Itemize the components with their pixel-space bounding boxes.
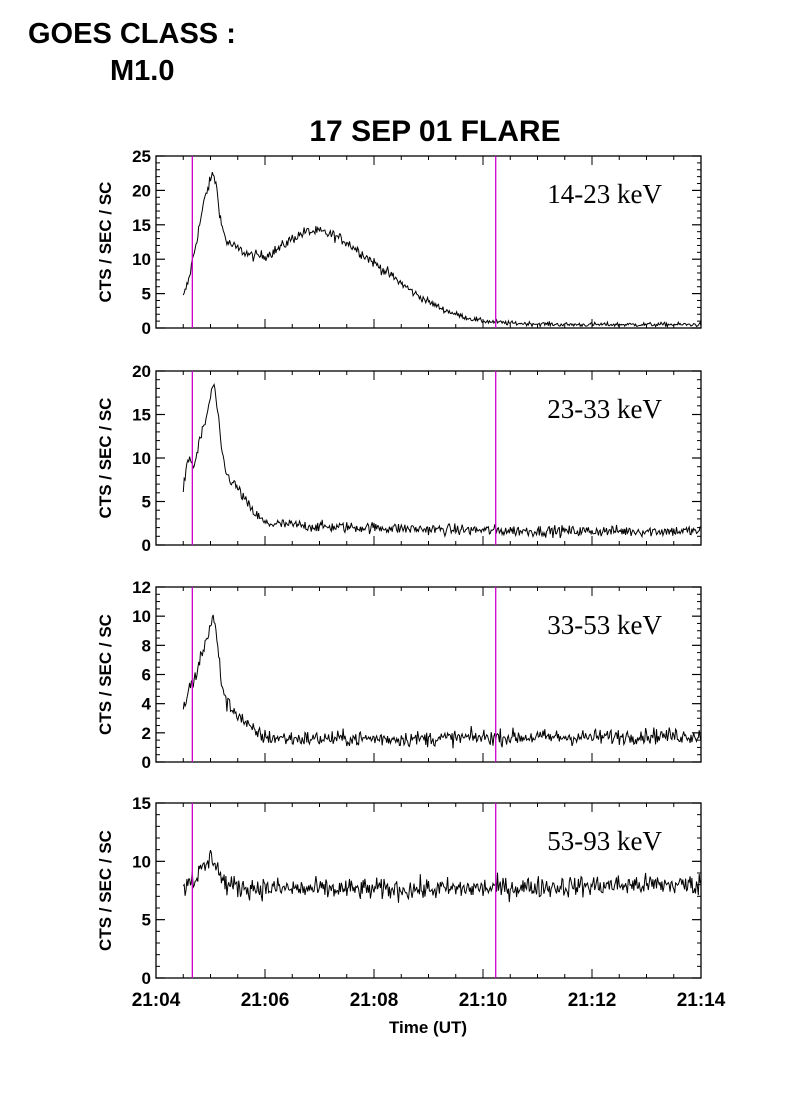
y-tick-label: 15 (132, 216, 151, 235)
y-axis-label: CTS / SEC / SC (96, 398, 115, 519)
y-tick-label: 10 (132, 449, 151, 468)
y-tick-label: 0 (142, 536, 151, 555)
x-tick-label: 21:08 (350, 990, 399, 1011)
y-tick-label: 8 (142, 636, 151, 655)
y-axis-label: CTS / SEC / SC (96, 830, 115, 951)
panel-2: 0 5 10 15 20 CTS / SEC / SC 23-33 keV (96, 362, 702, 555)
y-tick-label: 0 (142, 753, 151, 772)
panel-3: 0 2 4 6 8 10 12 CTS / SEC / SC 33-53 keV (96, 578, 702, 772)
energy-band-label: 23-33 keV (547, 394, 662, 424)
energy-band-label: 33-53 keV (547, 610, 662, 640)
light-curve-53-93 keV (182, 849, 702, 903)
x-tick-label: 21:04 (132, 990, 181, 1011)
y-tick-label: 25 (132, 147, 151, 166)
x-tick-label: 21:06 (241, 990, 290, 1011)
x-tick-label: 21:10 (459, 990, 508, 1011)
panel-4: 0 5 10 15 CTS / SEC / SC 53-93 keV 21:04 21:06 2… (96, 794, 726, 1011)
light-curve-33-53 keV (182, 614, 702, 749)
panel-1: 0 5 10 15 20 25 CTS / SEC / SC 14-23 keV (96, 147, 702, 338)
y-tick-label: 0 (142, 969, 151, 988)
energy-band-label: 53-93 keV (547, 826, 662, 856)
goes-class-value: M1.0 (110, 55, 174, 87)
y-tick-label: 15 (132, 794, 151, 813)
energy-band-label: 14-23 keV (547, 179, 662, 209)
y-tick-label: 10 (132, 250, 151, 269)
x-tick-label: 21:14 (677, 990, 726, 1011)
y-tick-label: 10 (132, 852, 151, 871)
y-axis-label: CTS / SEC / SC (96, 182, 115, 303)
y-tick-label: 12 (132, 578, 151, 597)
y-tick-label: 20 (132, 181, 151, 200)
light-curve-14-23 keV (182, 171, 702, 329)
y-tick-label: 5 (142, 285, 151, 304)
y-tick-label: 5 (142, 493, 151, 512)
light-curve-23-33 keV (182, 383, 702, 539)
chart-title: 17 SEP 01 FLARE (309, 115, 560, 148)
x-axis-title: Time (UT) (389, 1018, 467, 1037)
y-tick-label: 10 (132, 607, 151, 626)
y-tick-label: 15 (132, 406, 151, 425)
y-tick-label: 0 (142, 319, 151, 338)
y-axis-label: CTS / SEC / SC (96, 614, 115, 735)
y-tick-label: 20 (132, 362, 151, 381)
x-tick-label: 21:12 (568, 990, 617, 1011)
y-tick-label: 6 (142, 666, 151, 685)
y-tick-label: 5 (142, 911, 151, 930)
y-tick-label: 4 (142, 695, 152, 714)
goes-class-label: GOES CLASS : (28, 18, 236, 50)
y-tick-label: 2 (142, 724, 151, 743)
